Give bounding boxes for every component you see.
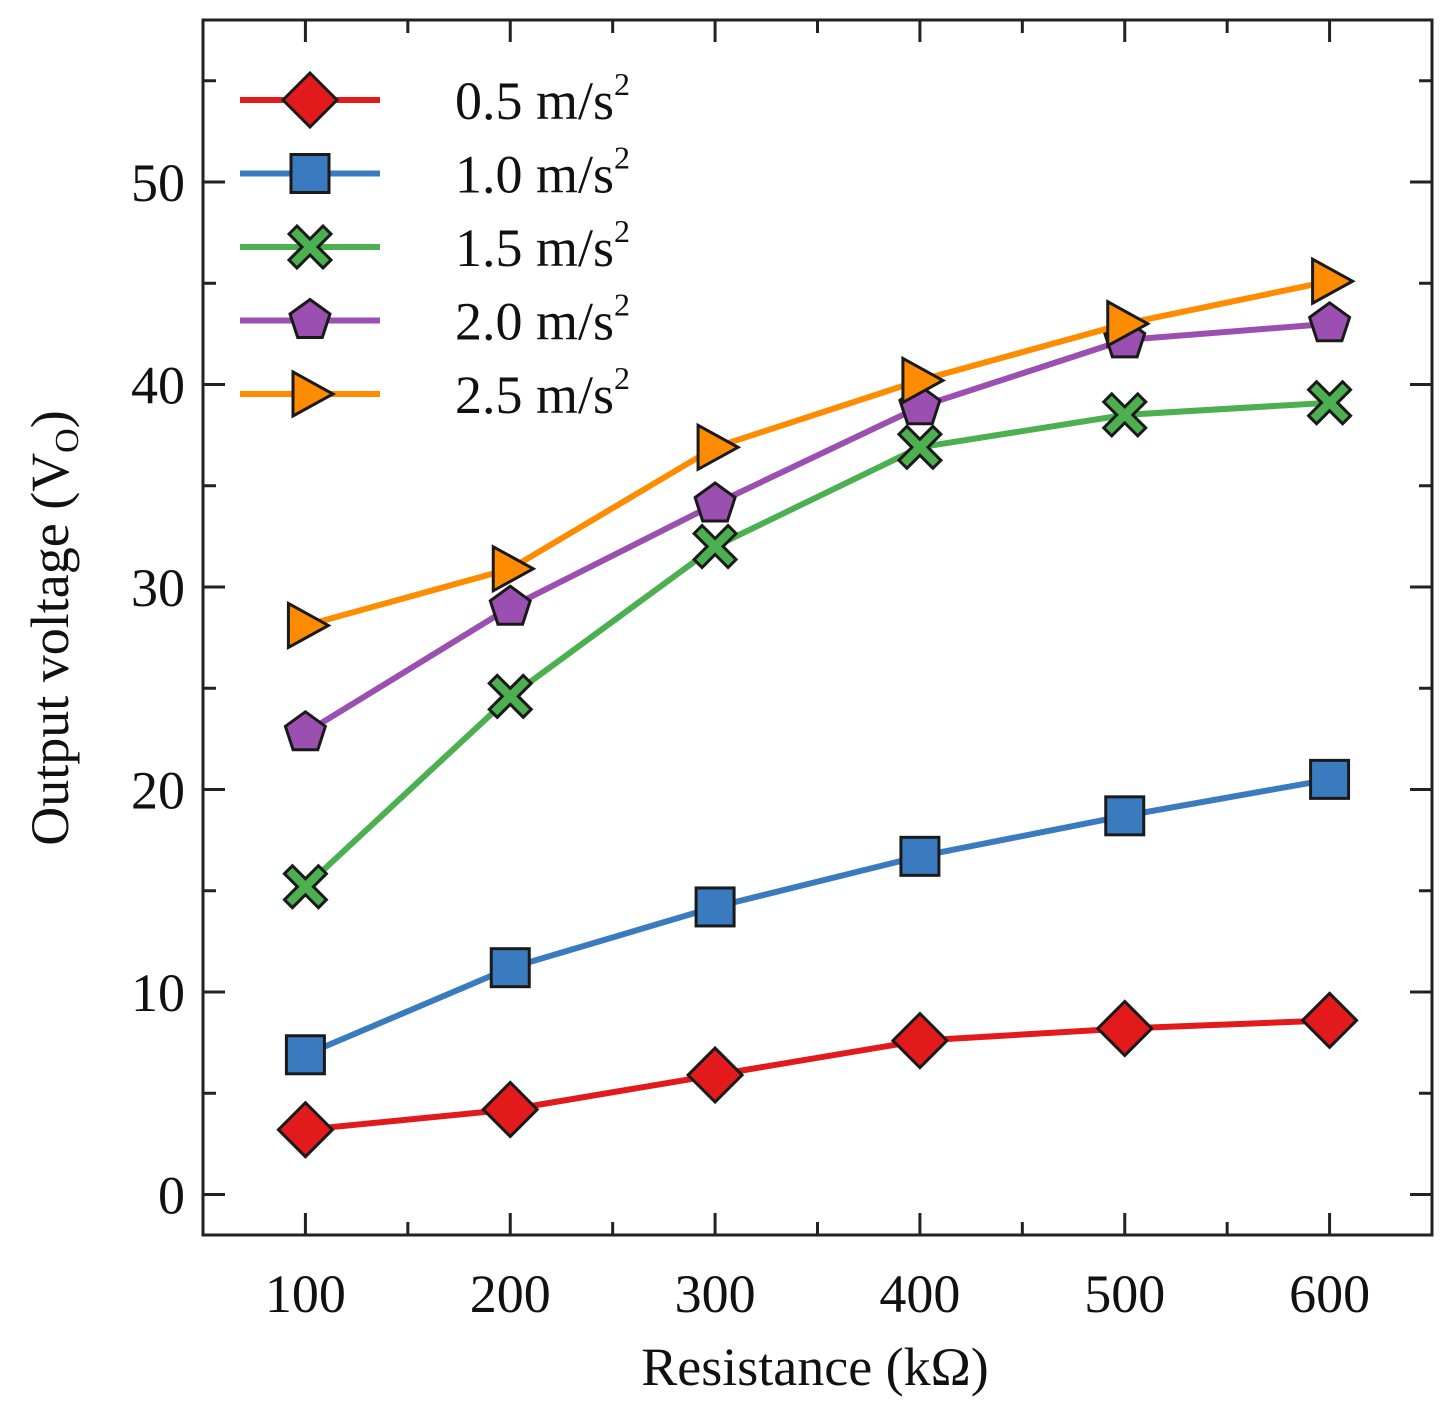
marker-square [1104, 795, 1146, 837]
y-axis-title-close: ) [20, 410, 80, 428]
y-axis-title-subscript: O [49, 428, 86, 453]
series-2 [282, 379, 1353, 910]
series-group [276, 256, 1359, 1159]
marker-square [899, 835, 941, 877]
legend-unit: m/s [536, 218, 614, 278]
marker-diamond [890, 1011, 950, 1070]
legend-unit-sup: 2 [614, 140, 630, 176]
y-tick-label: 0 [158, 1166, 185, 1226]
series-line [303, 320, 1330, 736]
y-tick-label: 40 [131, 356, 185, 416]
legend-item-2: 1.5 m/s2 [240, 213, 630, 278]
marker-triangle-right [1311, 256, 1356, 306]
legend-label: 0.5 m/s2 [455, 66, 630, 131]
marker-square [1309, 758, 1351, 800]
series-3 [283, 300, 1352, 752]
legend-item-4: 2.5 m/s2 [240, 360, 630, 425]
marker-x [282, 863, 329, 910]
legend-unit: m/s [536, 71, 614, 131]
y-tick-label: 20 [131, 761, 185, 821]
marker-diamond [1095, 999, 1154, 1058]
marker-x [896, 424, 944, 471]
marker-triangle-right [291, 369, 337, 419]
marker-square [289, 153, 331, 194]
legend-unit-sup: 2 [614, 66, 630, 102]
y-tick-label: 10 [131, 963, 185, 1023]
marker-x [487, 673, 534, 720]
legend-value: 2.0 [455, 292, 536, 352]
marker-square [694, 886, 736, 928]
marker-x [1306, 379, 1353, 426]
marker-pentagon [1307, 300, 1352, 343]
marker-diamond [685, 1045, 745, 1105]
marker-square [284, 1034, 326, 1076]
marker-x [691, 523, 739, 570]
marker-triangle-right [696, 422, 742, 472]
legend: 0.5 m/s21.0 m/s21.5 m/s22.0 m/s22.5 m/s2 [240, 66, 630, 425]
marker-x [1101, 391, 1148, 438]
legend-label: 1.5 m/s2 [455, 213, 630, 278]
legend-unit-sup: 2 [614, 213, 630, 249]
x-tick-label: 600 [1289, 1264, 1370, 1324]
y-tick-label: 50 [131, 153, 185, 213]
x-tick-label: 300 [675, 1264, 756, 1324]
legend-label: 2.5 m/s2 [455, 360, 630, 425]
series-line [304, 278, 1331, 629]
marker-triangle-right [901, 355, 947, 405]
y-tick-label: 30 [131, 558, 185, 618]
series-line [304, 776, 1331, 1058]
legend-item-1: 1.0 m/s2 [240, 140, 630, 205]
legend-unit-sup: 2 [614, 287, 630, 323]
plot-frame-group [201, 18, 1434, 1237]
plot-frame [201, 18, 1434, 1237]
marker-triangle-right [491, 544, 537, 594]
marker-diamond [276, 1100, 335, 1159]
tick-labels-group: 0 10 20 30 40 50 100 200 300 400 500 600 [131, 153, 1370, 1324]
legend-value: 1.5 [455, 218, 536, 278]
x-tick-label: 400 [879, 1264, 960, 1324]
marker-triangle-right [1106, 299, 1151, 349]
legend-label: 2.0 m/s2 [455, 287, 630, 352]
marker-diamond [280, 70, 340, 130]
legend-unit-sup: 2 [614, 360, 630, 396]
legend-value: 0.5 [455, 71, 536, 131]
series-0 [276, 991, 1359, 1159]
series-1 [284, 758, 1351, 1076]
marker-pentagon [488, 584, 532, 626]
legend-label: 1.0 m/s2 [455, 140, 630, 205]
legend-item-0: 0.5 m/s2 [240, 66, 630, 131]
marker-diamond [1300, 991, 1359, 1050]
marker-pentagon [283, 709, 328, 752]
series-line [305, 1017, 1330, 1133]
x-tick-label: 500 [1084, 1264, 1165, 1324]
legend-value: 2.5 [455, 365, 536, 425]
x-tick-label: 100 [265, 1264, 346, 1324]
legend-unit: m/s [536, 292, 614, 352]
marker-square [489, 947, 531, 989]
series-4 [286, 256, 1356, 651]
series-line [303, 399, 1330, 889]
x-axis-title: Resistance (kΩ) [641, 1337, 989, 1397]
legend-unit: m/s [536, 365, 614, 425]
marker-pentagon [288, 297, 332, 339]
marker-triangle-right [286, 600, 332, 651]
marker-pentagon [693, 481, 737, 523]
legend-item-3: 2.0 m/s2 [240, 287, 630, 352]
legend-unit: m/s [536, 145, 614, 205]
legend-value: 1.0 [455, 145, 536, 205]
marker-x [286, 223, 334, 271]
marker-diamond [481, 1080, 540, 1139]
y-axis-title: Output voltage (VO) [20, 410, 86, 845]
x-tick-label: 200 [470, 1264, 551, 1324]
y-axis-title-main: Output voltage (V [20, 453, 80, 846]
